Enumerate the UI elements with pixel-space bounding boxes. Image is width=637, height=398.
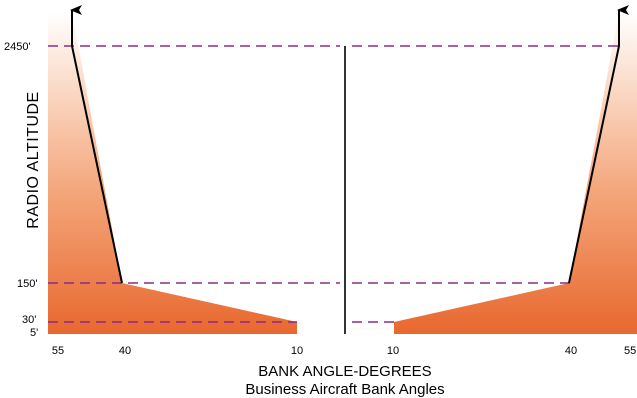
y-tick-label-150: 150' [17,278,37,290]
left-bank-envelope-area [48,12,297,334]
y-tick-label-2450: 2450' [4,41,31,53]
right-envelope-boundary-line [568,5,629,284]
x-tick-label-left-55: 55 [52,345,64,357]
y-tick-label-30: 30' [22,314,36,326]
left-envelope-boundary-line [70,5,123,284]
right-bank-envelope-area [394,12,637,334]
x-tick-label-right-40: 40 [565,345,577,357]
x-tick-label-left-10: 10 [291,345,303,357]
y-axis-title: RADIO ALTITUDE [25,91,42,228]
x-tick-label-right-55: 55 [624,345,636,357]
x-tick-label-left-40: 40 [119,345,131,357]
x-tick-label-right-10: 10 [387,345,399,357]
y-tick-label-5: 5' [30,327,38,339]
x-axis-title: BANK ANGLE-DEGREES [258,363,431,380]
diagram-subtitle: Business Aircraft Bank Angles [245,381,444,398]
